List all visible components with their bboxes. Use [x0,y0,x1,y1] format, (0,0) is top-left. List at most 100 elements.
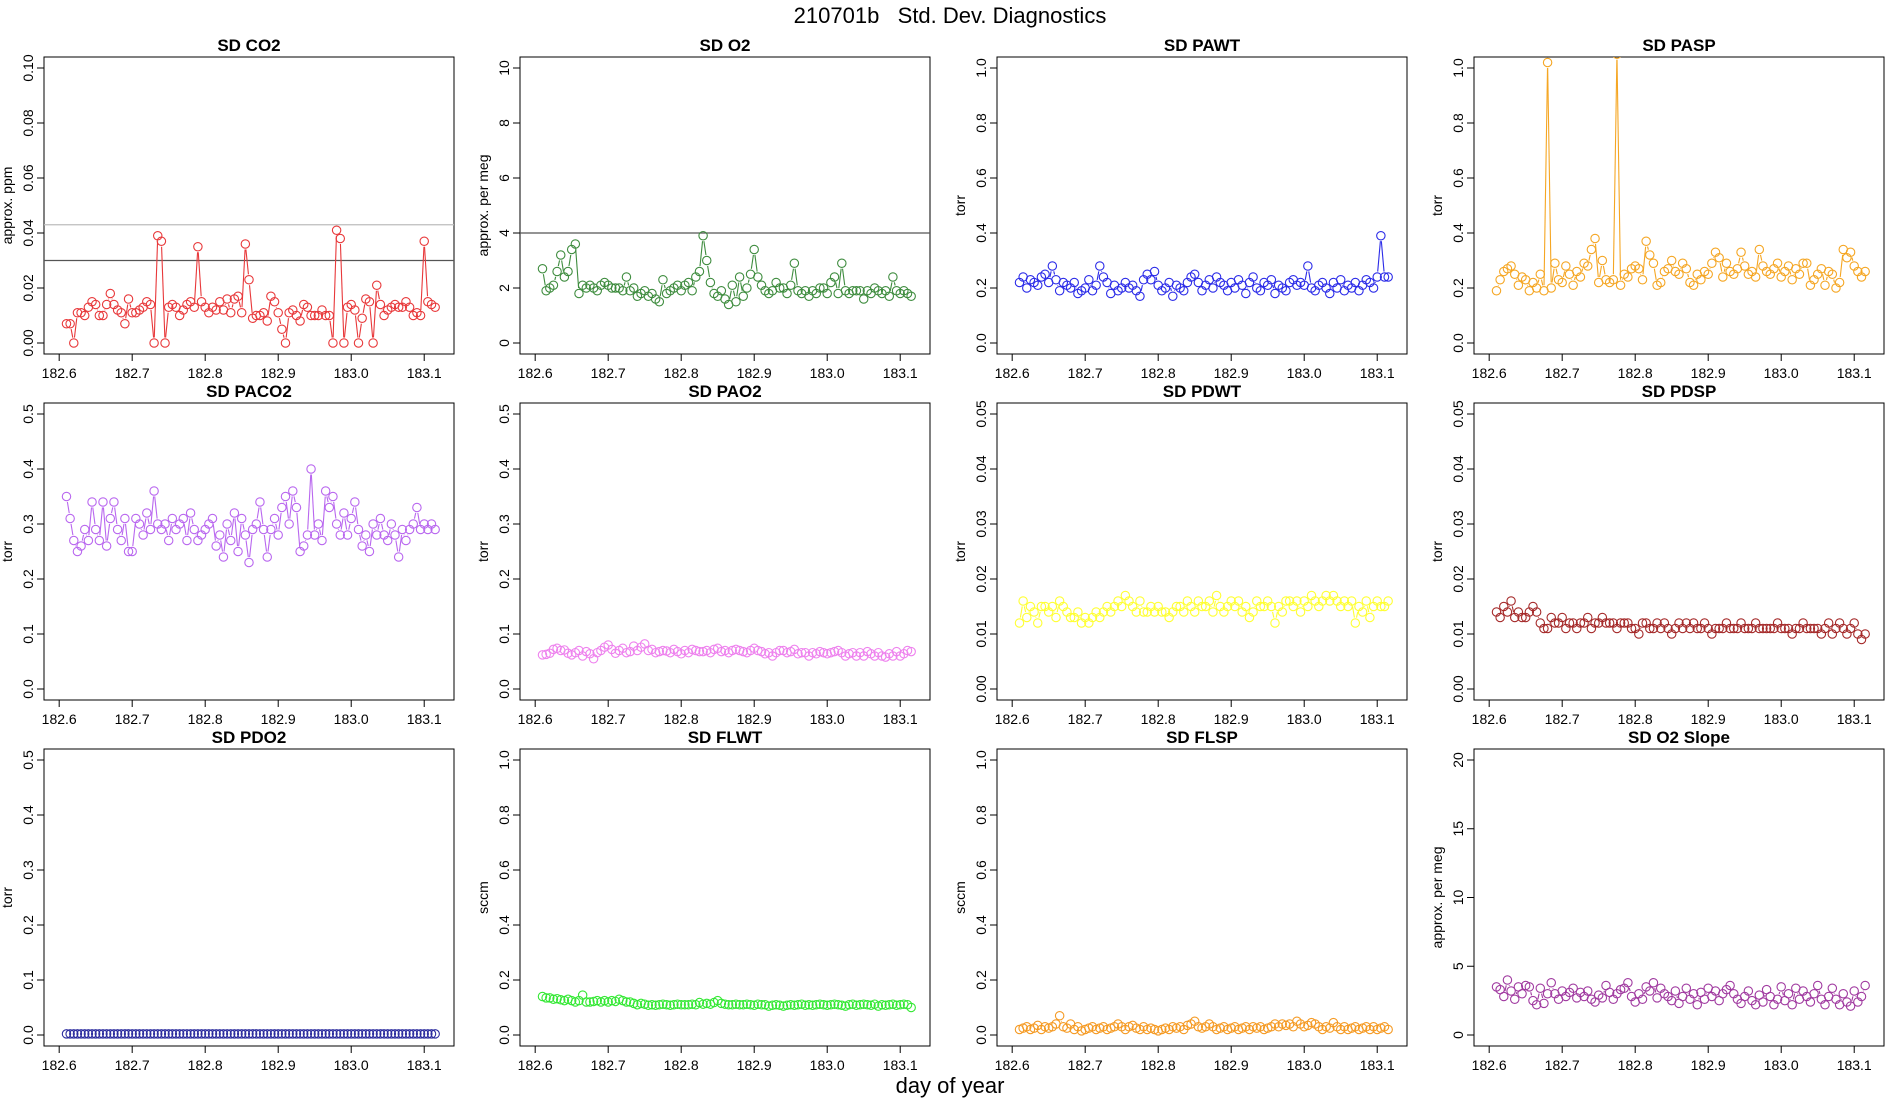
y-tick-label: 0.06 [20,164,36,191]
data-point [771,999,781,1010]
x-tick-label: 183.1 [1360,1057,1395,1073]
y-axis-label: torr [952,195,968,216]
data-point [123,546,134,557]
x-tick-label: 182.9 [261,711,296,727]
y-tick-label: 0.04 [20,219,36,246]
data-point [372,530,382,540]
data-point [1696,274,1706,285]
y-tick-label: 8 [496,119,512,127]
data-point [1681,983,1692,993]
data-point [302,302,313,312]
series-segment [73,318,78,338]
series-segment [1738,257,1741,264]
chart-title: SD PAWT [1164,36,1241,55]
data-point [109,497,119,507]
y-tick-label: 0.04 [1450,455,1466,482]
series-segment [841,268,846,286]
data-point [120,318,130,329]
x-tick-label: 182.8 [1618,1057,1653,1073]
data-point [818,647,829,658]
data-point [61,491,72,502]
data-point [280,338,291,348]
x-tick-label: 182.9 [261,365,296,381]
data-point [1295,607,1306,617]
data-point [302,530,313,540]
y-tick-label: 10 [496,60,512,76]
data-point [83,1029,94,1039]
data-point [1546,977,1556,988]
x-tick-label: 182.6 [995,1057,1030,1073]
y-tick-label: 0.5 [20,404,36,424]
data-point [218,1029,229,1039]
data-point [650,1000,661,1011]
x-tick-label: 183.1 [1360,711,1395,727]
y-tick-label: 0.4 [20,459,36,479]
data-point [1670,986,1681,996]
x-tick-label: 182.6 [995,711,1030,727]
data-point [636,998,646,1009]
data-point [138,530,148,540]
y-tick-label: 0.08 [20,109,36,136]
chart-panel: SD FLWT sccm 0.0 0.2 0.4 0.6 0.8 1.0 182.6 182.7 1… [475,728,931,1073]
data-point [138,1029,148,1039]
series-segment [1547,67,1552,283]
series-segment [1551,268,1555,283]
chart-panel: SD CO2 approx. ppm 0.00 0.02 0.04 0.06 0.08 0.1… [0,36,455,381]
data-point [1714,623,1724,634]
series-segment [106,523,111,541]
data-point [552,993,562,1004]
data-point [299,541,309,551]
y-tick-label: 15 [1450,821,1466,837]
data-point [320,310,331,321]
data-point [320,1029,331,1039]
data-point [189,1029,199,1039]
x-tick-label: 182.9 [737,365,772,381]
x-tick-label: 182.7 [115,365,150,381]
series-segment [227,304,230,308]
x-tick-label: 183.0 [334,1057,369,1073]
data-point [251,519,262,529]
data-point [1524,982,1535,992]
series-segment [1380,241,1385,272]
series-segment [369,529,373,547]
data-point [317,1029,327,1039]
series-segment [1654,987,1657,993]
data-point [793,649,803,659]
data-point [167,1029,178,1039]
data-point [309,530,320,540]
data-point [1637,994,1648,1004]
data-point [1575,272,1586,282]
data-point [1561,261,1571,271]
data-point [1798,258,1808,268]
chart-panel: SD FLSP sccm 0.0 0.2 0.4 0.6 0.8 1.0 182.6 182.7 1… [952,728,1408,1073]
chart-panel: SD O2 Slope approx. per meg 0 5 10 15 20 182.6 1… [1429,728,1885,1073]
data-point [1582,986,1593,996]
series-segment [1792,993,1796,1000]
plot-frame [1473,402,1885,701]
plot-frame [996,402,1408,701]
data-point [716,646,727,657]
data-point [1787,274,1797,285]
series-segment [319,529,322,536]
series-segment [165,529,169,536]
data-point [401,1029,411,1039]
series-segment [729,290,732,300]
data-point [247,1029,258,1039]
y-tick-label: 0.01 [973,620,989,647]
data-point [694,266,705,277]
series-segment [1818,990,1821,995]
data-point [1652,993,1662,1003]
data-point [731,999,741,1009]
y-tick-label: 0.4 [20,805,36,825]
plot-frame [1473,56,1885,355]
data-point [350,1029,360,1039]
series-segment [282,334,285,338]
data-point [1666,255,1677,266]
series-segment [736,282,740,297]
series-segment [1355,611,1359,618]
data-point [891,1000,902,1011]
data-point [309,1029,320,1039]
data-point [738,291,749,301]
data-point [1539,623,1549,634]
data-point [182,1029,192,1039]
